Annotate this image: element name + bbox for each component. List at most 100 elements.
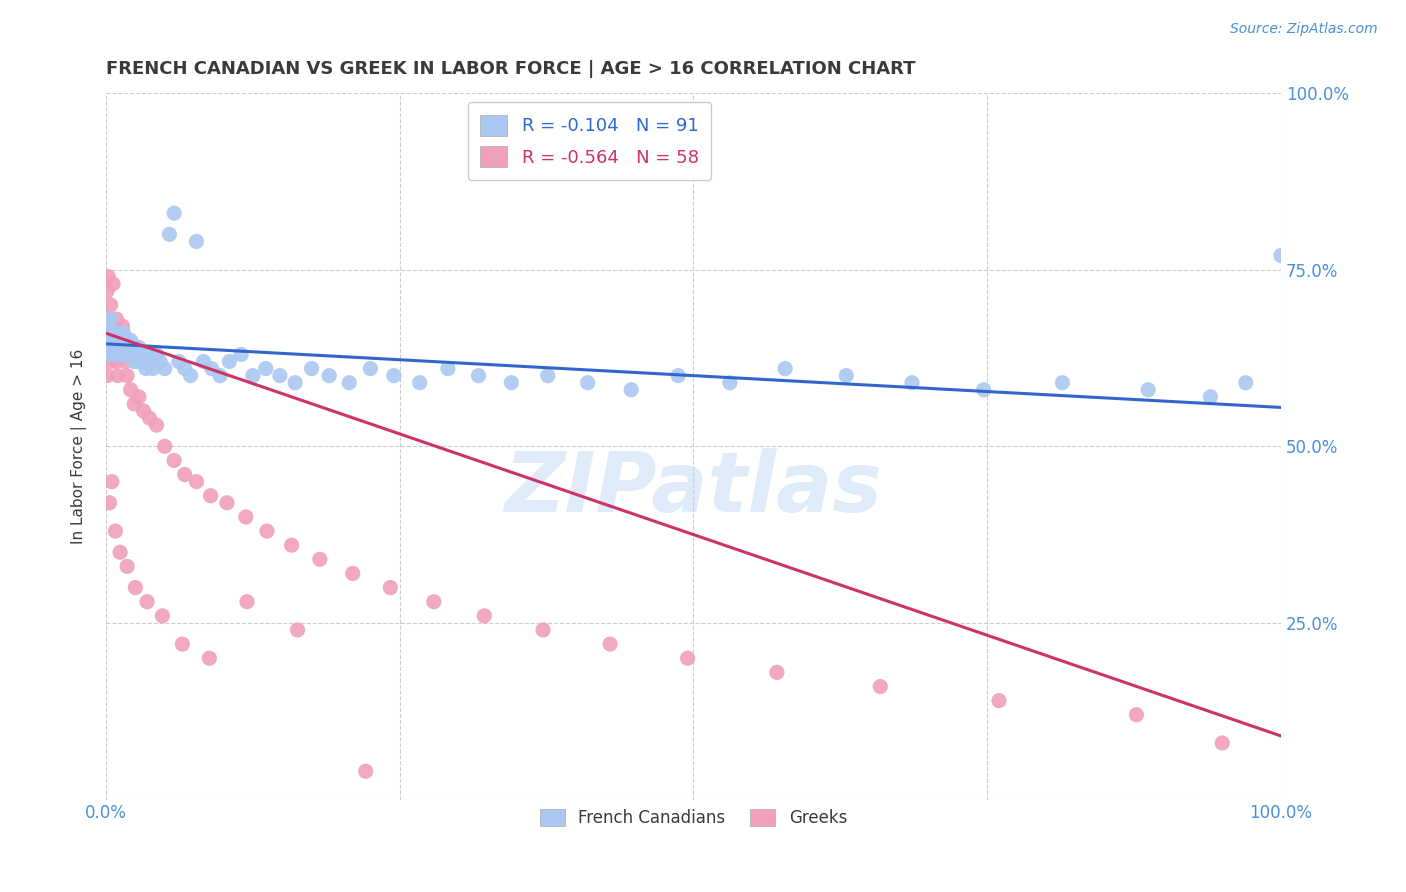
Point xyxy=(104,326,127,341)
Point xyxy=(101,334,124,348)
Point xyxy=(98,496,121,510)
Point xyxy=(215,496,238,510)
Point xyxy=(125,347,148,361)
Point xyxy=(501,376,523,390)
Point xyxy=(132,354,155,368)
Point xyxy=(537,368,560,383)
Point xyxy=(599,637,621,651)
Point xyxy=(112,347,135,361)
Point xyxy=(235,510,257,524)
Point xyxy=(1199,390,1222,404)
Point xyxy=(173,467,195,482)
Point xyxy=(98,312,121,326)
Point xyxy=(301,361,323,376)
Point xyxy=(105,312,128,326)
Point xyxy=(96,312,118,326)
Point xyxy=(236,595,259,609)
Point xyxy=(354,764,377,779)
Point xyxy=(94,326,117,341)
Point xyxy=(110,347,132,361)
Point xyxy=(229,347,252,361)
Point xyxy=(186,475,208,489)
Point xyxy=(139,354,162,368)
Point xyxy=(115,334,138,348)
Point xyxy=(531,623,554,637)
Point xyxy=(145,347,167,361)
Point xyxy=(869,680,891,694)
Point xyxy=(107,340,129,354)
Point xyxy=(100,312,122,326)
Point xyxy=(173,361,195,376)
Point xyxy=(254,361,277,376)
Point xyxy=(159,227,181,242)
Point xyxy=(117,340,139,354)
Point xyxy=(380,581,402,595)
Point xyxy=(118,347,141,361)
Point xyxy=(437,361,460,376)
Point xyxy=(114,354,136,368)
Point xyxy=(467,368,489,383)
Point xyxy=(359,361,381,376)
Point xyxy=(124,340,146,354)
Point xyxy=(201,361,224,376)
Point xyxy=(97,319,120,334)
Point xyxy=(103,347,125,361)
Point xyxy=(718,376,741,390)
Point xyxy=(153,361,176,376)
Point xyxy=(1125,707,1147,722)
Point xyxy=(576,376,599,390)
Point xyxy=(153,439,176,453)
Point xyxy=(105,334,128,348)
Point xyxy=(101,277,124,291)
Point xyxy=(115,559,138,574)
Point xyxy=(172,637,194,651)
Point xyxy=(163,453,186,467)
Point xyxy=(124,581,146,595)
Point xyxy=(128,390,150,404)
Point xyxy=(107,334,129,348)
Point xyxy=(409,376,432,390)
Point xyxy=(108,347,131,361)
Point xyxy=(114,340,136,354)
Point xyxy=(145,418,167,433)
Text: ZIPatlas: ZIPatlas xyxy=(505,448,883,529)
Point xyxy=(114,334,136,348)
Point xyxy=(128,340,150,354)
Point xyxy=(103,340,125,354)
Point xyxy=(98,354,121,368)
Point xyxy=(105,347,128,361)
Point xyxy=(138,411,160,425)
Point xyxy=(101,334,124,348)
Point xyxy=(136,347,159,361)
Point xyxy=(108,326,131,341)
Point xyxy=(318,368,340,383)
Point xyxy=(180,368,202,383)
Point xyxy=(101,326,124,341)
Point xyxy=(101,340,124,354)
Point xyxy=(269,368,291,383)
Point xyxy=(280,538,302,552)
Text: Source: ZipAtlas.com: Source: ZipAtlas.com xyxy=(1230,22,1378,37)
Point xyxy=(620,383,643,397)
Point xyxy=(111,340,134,354)
Point xyxy=(284,376,307,390)
Point xyxy=(98,326,121,341)
Point xyxy=(163,206,186,220)
Point xyxy=(1052,376,1074,390)
Point xyxy=(200,489,222,503)
Point xyxy=(1270,248,1292,262)
Point xyxy=(98,347,121,361)
Point xyxy=(104,354,127,368)
Point xyxy=(198,651,221,665)
Point xyxy=(218,354,240,368)
Point xyxy=(287,623,309,637)
Point xyxy=(115,347,138,361)
Point xyxy=(186,235,208,249)
Text: FRENCH CANADIAN VS GREEK IN LABOR FORCE | AGE > 16 CORRELATION CHART: FRENCH CANADIAN VS GREEK IN LABOR FORCE … xyxy=(105,60,915,78)
Point xyxy=(773,361,796,376)
Point xyxy=(472,608,495,623)
Point xyxy=(97,269,120,284)
Point xyxy=(115,368,138,383)
Point xyxy=(122,397,145,411)
Point xyxy=(101,347,124,361)
